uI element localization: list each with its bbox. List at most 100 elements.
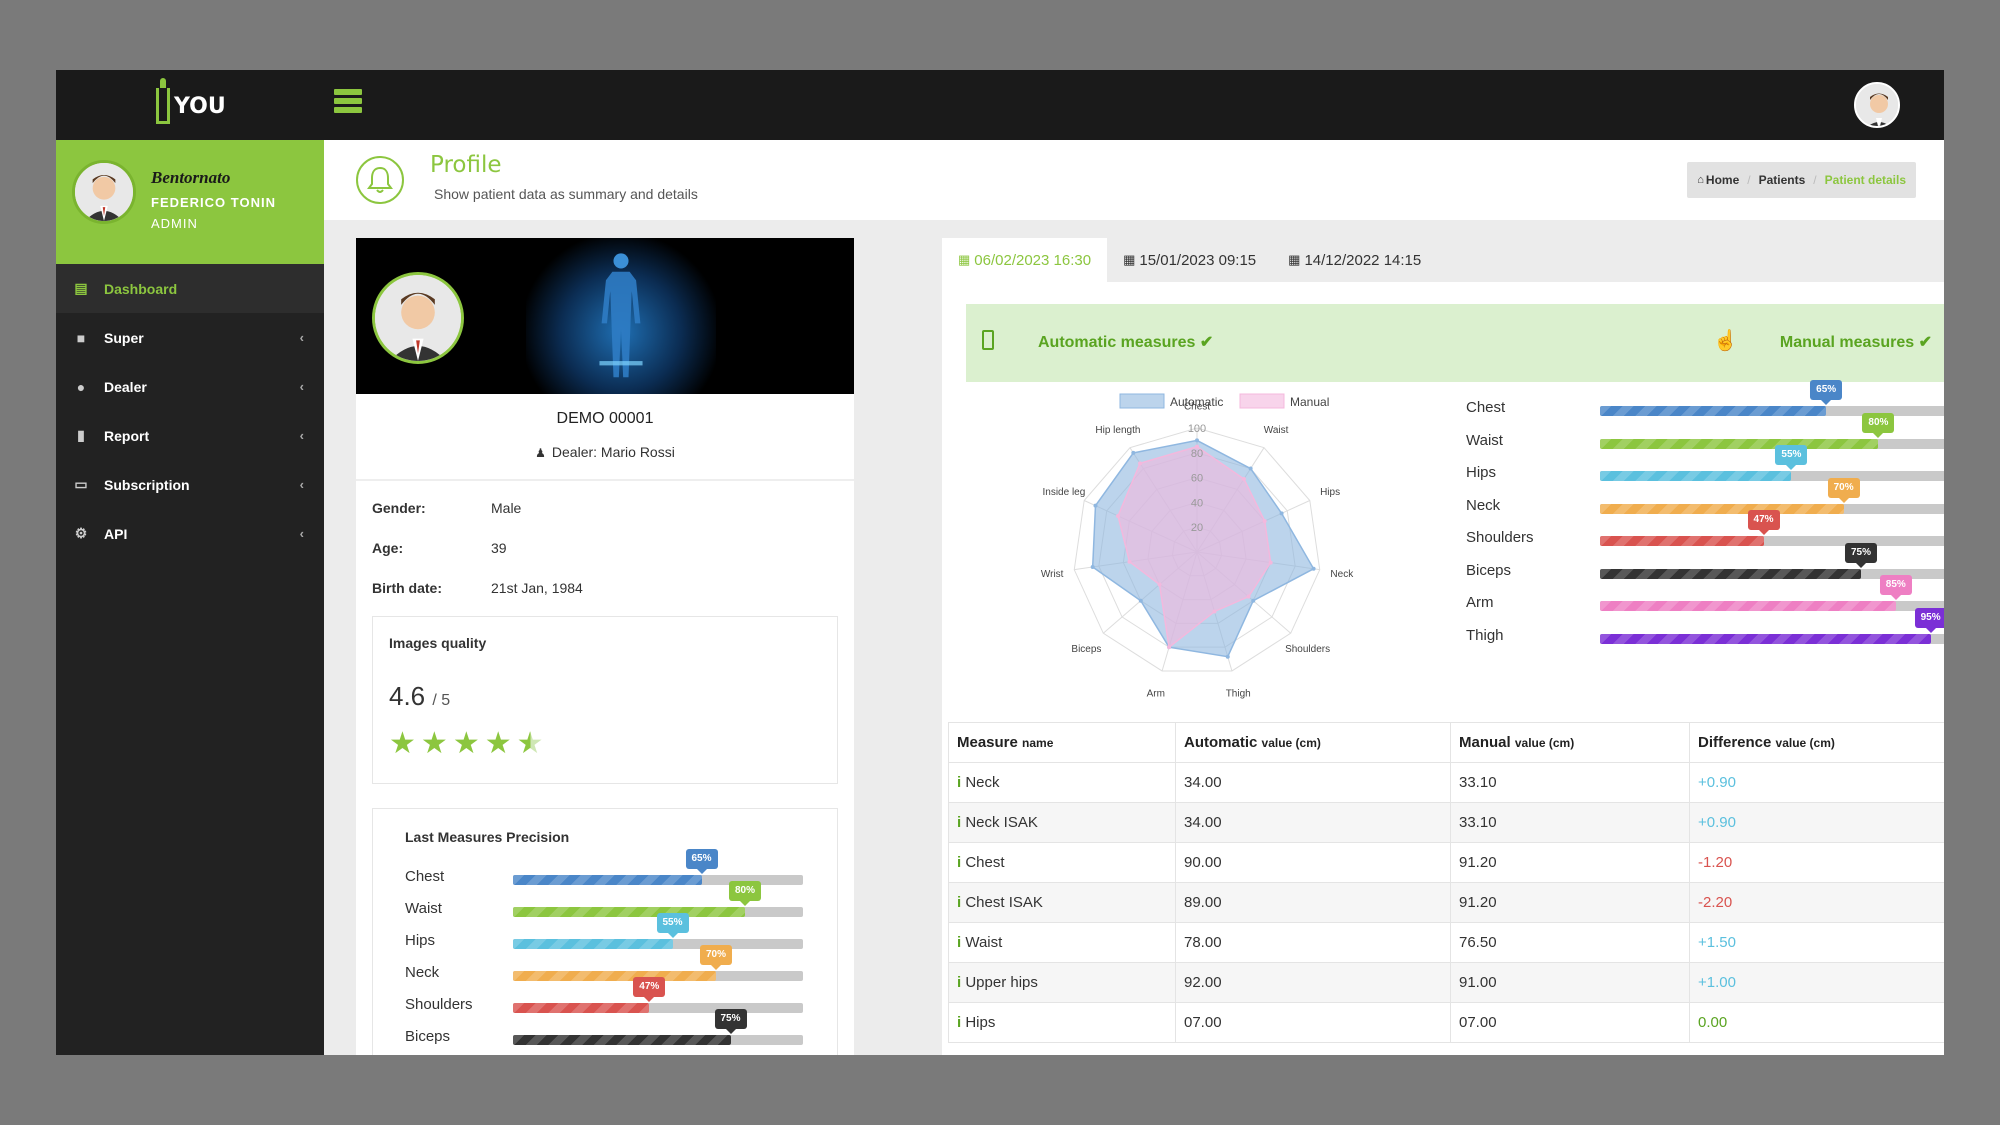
chevron-left-icon: ‹: [299, 330, 304, 345]
progress-tooltip: 65%: [1810, 380, 1843, 405]
measures-table: Measure name Automatic value (cm) Manual…: [948, 722, 1944, 1043]
patient-avatar: [372, 272, 464, 364]
table-cell-manual: 76.50: [1450, 922, 1690, 963]
measure-label: Hips: [1466, 464, 1497, 481]
progress-fill: [513, 939, 673, 949]
progress-fill: [1600, 536, 1764, 546]
progress-fill: [513, 971, 716, 981]
radar-point: [1116, 513, 1121, 518]
session-tabs: ▦ 06/02/2023 16:30 ▦ 15/01/2023 09:15 ▦ 14/…: [942, 238, 1437, 282]
radar-point: [1268, 560, 1273, 565]
progress-track: [1600, 503, 1944, 514]
table-cell-manual: 33.10: [1450, 802, 1690, 843]
breadcrumb-patients[interactable]: Patients: [1758, 173, 1806, 187]
calendar-icon: ▦: [1288, 252, 1301, 267]
measure-label: Thigh: [1466, 626, 1504, 644]
progress-tooltip: 70%: [699, 945, 733, 970]
radar-axis-label: Chest: [1184, 402, 1210, 413]
info-value: Male: [491, 500, 522, 516]
radar-point: [1138, 461, 1143, 466]
progress-tooltip: 47%: [1747, 510, 1780, 535]
sidebar-item-super[interactable]: ■ Super ‹: [56, 313, 324, 362]
measure-label: Biceps: [405, 1028, 451, 1045]
sidebar-item-dashboard[interactable]: ▤ Dashboard: [56, 264, 324, 313]
greeting: Bentornato: [151, 168, 231, 187]
progress-fill: [1600, 503, 1844, 514]
bell-icon: [356, 156, 404, 204]
sidebar-item-subscription[interactable]: ▭ Subscription ‹: [56, 460, 324, 509]
table-cell-name: Neck ISAK: [948, 802, 1176, 843]
progress-tooltip: 55%: [1775, 445, 1808, 470]
radar-point: [1195, 444, 1199, 449]
legend-swatch: [1239, 393, 1285, 409]
sidebar-item-report[interactable]: ▮ Report ‹: [56, 411, 324, 460]
star-full-icon: ★: [420, 727, 448, 760]
table-cell-manual: 07.00: [1450, 1002, 1690, 1043]
radar-series-manual: [1117, 445, 1272, 649]
measure-label: Shoulders: [1466, 529, 1534, 546]
radar-point: [1248, 466, 1253, 471]
clipboard-icon: ▤: [74, 280, 88, 296]
star-half-icon: ★: [516, 727, 544, 760]
user-tie-icon: ●: [76, 378, 86, 395]
table-cell-name: Neck: [948, 762, 1176, 803]
measures-banner: Automatic measures ✔ ☝ Manual measures ✔: [966, 304, 1944, 382]
radar-tick-label: 60: [1191, 473, 1203, 485]
info-age: Age: 39: [372, 540, 507, 556]
progress-track: [513, 971, 803, 981]
dealer-text: Dealer: Mario Rossi: [551, 444, 675, 460]
info-label: Birth date:: [372, 580, 442, 596]
tab-label: 15/01/2023 09:15: [1139, 251, 1257, 269]
tab-session-1[interactable]: ▦ 06/02/2023 16:30: [942, 238, 1108, 282]
sidebar-item-label: Super: [104, 329, 144, 346]
tab-session-2[interactable]: ▦ 15/01/2023 09:15: [1107, 238, 1272, 282]
radar-axis-label: Thigh: [1226, 688, 1251, 699]
progress-track: [1600, 471, 1944, 481]
precision-card: Last Measures Precision Chest 65% Waist 80%…: [372, 808, 838, 1055]
sidebar-item-api[interactable]: ⚙ API ‹: [56, 509, 324, 558]
radar-point: [1138, 598, 1143, 603]
app-window: YOU Bentornato FEDERICO TONIN ADMIN ▤ Da…: [56, 70, 1944, 1055]
chevron-left-icon: ‹: [299, 477, 304, 492]
breadcrumb-current: Patient details: [1824, 173, 1906, 187]
progress-track: [513, 939, 803, 949]
sidebar-item-dealer[interactable]: ● Dealer ‹: [56, 362, 324, 411]
progress-tooltip: 75%: [714, 1009, 747, 1034]
star-full-icon: ★: [452, 727, 480, 760]
tab-label: 06/02/2023 16:30: [974, 251, 1092, 269]
sidebar-avatar[interactable]: [72, 160, 136, 224]
hand-icon: ☝: [1713, 330, 1738, 352]
user-name: FEDERICO TONIN: [151, 195, 276, 210]
radar-point: [1212, 609, 1217, 614]
sidebar-item-label: Dealer: [104, 378, 147, 395]
measure-label: Neck: [405, 964, 440, 981]
radar-point: [1225, 654, 1230, 659]
progress-tooltip: 95%: [1914, 607, 1944, 633]
info-value: 39: [491, 540, 507, 556]
progress-fill: [1600, 601, 1896, 611]
menu-toggle-button[interactable]: [334, 89, 362, 113]
radar-point: [1127, 559, 1132, 564]
automatic-measures-label: Automatic measures ✔: [1038, 334, 1214, 351]
table-cell-name: Waist: [948, 922, 1176, 963]
radar-axis-label: Wrist: [1041, 569, 1064, 580]
star-full-icon: ★: [484, 727, 512, 760]
app-logo[interactable]: YOU: [156, 78, 226, 128]
quality-score: 4.6 / 5: [389, 681, 451, 711]
progress-tooltip: 47%: [633, 977, 666, 1002]
progress-track: [513, 1003, 803, 1013]
calendar-icon: ▦: [958, 252, 971, 267]
tab-session-3[interactable]: ▦ 14/12/2022 14:15: [1272, 238, 1437, 282]
info-label: Gender:: [372, 500, 426, 516]
radar-grid-ring: [1073, 427, 1321, 672]
user-avatar[interactable]: [1854, 82, 1900, 128]
breadcrumb-home[interactable]: Home: [1705, 173, 1740, 187]
radar-tick-label: 20: [1191, 522, 1203, 534]
